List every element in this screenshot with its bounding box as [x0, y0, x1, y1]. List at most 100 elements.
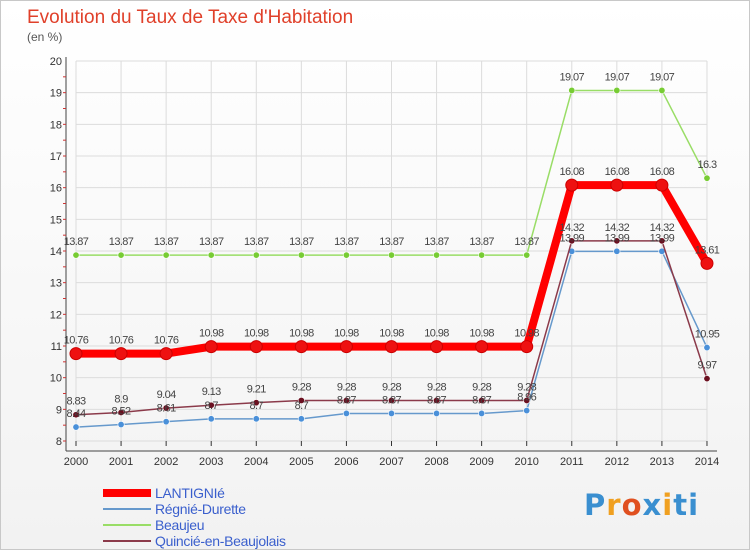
x-tick-label: 2011: [560, 456, 584, 468]
data-label-0: 10.98: [334, 328, 359, 340]
legend-label-quincie: Quincié-en-Beaujolais: [155, 533, 286, 549]
data-point-3: [568, 237, 576, 245]
y-tick-label: 13: [50, 278, 62, 290]
data-point-1: [613, 247, 621, 255]
legend-item-quincie: Quincié-en-Beaujolais: [103, 533, 286, 549]
data-point-2: [72, 251, 80, 259]
data-label-1: 8.44: [66, 408, 85, 420]
x-tick-label: 2010: [514, 456, 538, 468]
data-label-1: 8.96: [517, 392, 536, 404]
legend-label-lantignie: LANTIGNIé: [155, 485, 225, 501]
x-tick-label: 2000: [64, 456, 88, 468]
data-point-0: [520, 340, 534, 354]
data-label-2: 13.87: [514, 236, 539, 248]
y-tick-label: 20: [50, 56, 62, 68]
data-label-2: 16.3: [697, 159, 716, 171]
y-tick-label: 17: [50, 151, 62, 163]
data-point-3: [613, 237, 621, 245]
data-label-1: 10.95: [695, 329, 720, 341]
logo-letter: P: [584, 488, 607, 522]
data-label-0: 10.98: [244, 328, 269, 340]
data-label-3: 8.9: [114, 394, 128, 406]
data-point-2: [342, 251, 350, 259]
legend-swatch-regnie-durette: [103, 508, 151, 510]
data-point-0: [565, 178, 579, 192]
x-tick-label: 2003: [199, 456, 223, 468]
data-label-2: 13.87: [289, 236, 314, 248]
data-point-3: [162, 404, 170, 412]
data-label-2: 13.87: [154, 236, 179, 248]
data-label-0: 10.98: [379, 328, 404, 340]
data-point-1: [207, 415, 215, 423]
data-point-2: [297, 251, 305, 259]
data-label-3: 14.32: [650, 222, 675, 234]
data-label-0: 16.08: [650, 166, 675, 178]
data-point-3: [658, 237, 666, 245]
data-label-2: 13.87: [334, 236, 359, 248]
data-label-2: 13.87: [109, 236, 134, 248]
legend-swatch-lantignie: [103, 489, 151, 497]
x-tick-label: 2004: [244, 456, 268, 468]
data-point-1: [433, 409, 441, 417]
y-tick-label: 8: [56, 436, 62, 448]
logo-letter: o: [621, 488, 643, 522]
data-label-0: 10.98: [514, 328, 539, 340]
data-label-2: 13.87: [64, 236, 89, 248]
data-label-1: 8.87: [472, 394, 491, 406]
data-point-3: [252, 399, 260, 407]
data-point-2: [703, 174, 711, 182]
data-label-3: 9.28: [472, 381, 491, 393]
y-tick-label: 16: [50, 183, 62, 195]
x-tick-label: 2006: [334, 456, 358, 468]
legend-label-beaujeu: Beaujeu: [155, 517, 205, 533]
legend-item-lantignie: LANTIGNIé: [103, 485, 286, 501]
data-label-0: 10.98: [469, 328, 494, 340]
data-label-2: 13.87: [244, 236, 269, 248]
data-point-3: [433, 396, 441, 404]
data-label-0: 10.76: [64, 335, 89, 347]
data-point-3: [207, 401, 215, 409]
data-label-3: 9.28: [292, 381, 311, 393]
y-tick-label: 19: [50, 88, 62, 100]
data-label-2: 13.87: [424, 236, 449, 248]
data-label-1: 8.87: [427, 394, 446, 406]
data-label-1: 13.99: [605, 232, 630, 244]
data-point-0: [700, 256, 714, 270]
data-point-1: [117, 421, 125, 429]
logo-letter: x: [642, 488, 663, 522]
data-point-1: [252, 415, 260, 423]
x-tick-label: 2005: [289, 456, 313, 468]
data-point-2: [387, 251, 395, 259]
data-point-3: [72, 411, 80, 419]
data-label-0: 10.98: [424, 328, 449, 340]
data-point-0: [114, 347, 128, 361]
data-point-0: [655, 178, 669, 192]
data-point-3: [478, 396, 486, 404]
data-point-1: [72, 423, 80, 431]
data-point-1: [387, 409, 395, 417]
data-label-3: 9.28: [382, 381, 401, 393]
x-tick-label: 2014: [695, 456, 719, 468]
chart-subtitle: (en %): [27, 30, 63, 44]
y-tick-label: 15: [50, 214, 62, 226]
data-label-0: 16.08: [605, 166, 630, 178]
data-label-3: 9.04: [157, 389, 176, 401]
y-tick-label: 11: [51, 341, 62, 353]
logo-letter: t: [673, 488, 689, 522]
y-tick-label: 18: [50, 119, 62, 131]
data-point-2: [162, 251, 170, 259]
data-label-1: 8.7: [295, 400, 309, 412]
data-point-2: [117, 251, 125, 259]
data-label-2: 19.07: [650, 71, 675, 83]
data-point-2: [658, 86, 666, 94]
data-label-3: 9.97: [697, 360, 716, 372]
logo-letter: r: [606, 488, 622, 522]
data-label-1: 8.52: [112, 406, 131, 418]
data-point-0: [204, 340, 218, 354]
data-point-0: [384, 340, 398, 354]
data-point-3: [387, 396, 395, 404]
x-tick-label: 2001: [109, 456, 133, 468]
data-label-2: 13.87: [379, 236, 404, 248]
